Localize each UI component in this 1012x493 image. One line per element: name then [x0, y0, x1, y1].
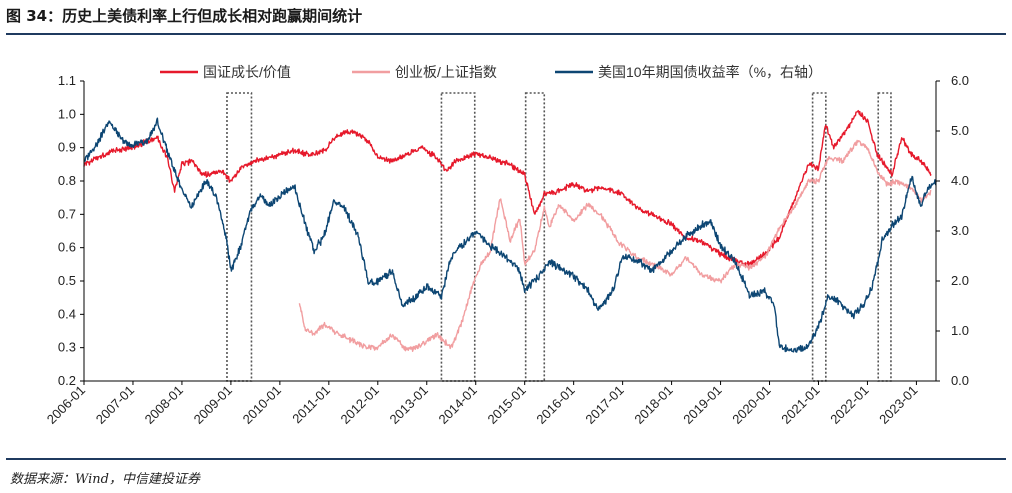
y-right-tick-label: 2.0: [951, 273, 969, 288]
x-tick-label: 2019-01: [680, 383, 724, 427]
y-left-tick-label: 0.5: [58, 273, 76, 288]
x-tick-label: 2008-01: [142, 383, 186, 427]
x-tick-label: 2006-01: [44, 383, 88, 427]
x-tick-label: 2010-01: [240, 383, 284, 427]
y-left-tick-label: 0.4: [58, 306, 76, 321]
highlight-period-box: [811, 92, 827, 382]
legend: 国证成长/价值 创业板/上证指数 美国10年期国债收益率（%，右轴）: [160, 64, 822, 80]
x-tick-label: 2007-01: [93, 383, 137, 427]
x-tick-label: 2023-01: [876, 383, 920, 427]
y-left-tick-label: 1.0: [58, 106, 76, 121]
y-right-tick-label: 1.0: [951, 323, 969, 338]
y-left-tick-label: 0.6: [58, 240, 76, 255]
bottom-divider: [6, 458, 1006, 460]
legend-label: 创业板/上证指数: [395, 64, 497, 80]
y-right-tick-label: 3.0: [951, 223, 969, 238]
y-left-tick-label: 0.7: [58, 206, 76, 221]
y-right-tick-label: 0.0: [951, 373, 969, 388]
series-line-1: [83, 109, 932, 267]
y-left-tick-label: 0.3: [58, 340, 76, 355]
x-tick-label: 2022-01: [827, 383, 871, 427]
y-left-tick-label: 0.9: [58, 140, 76, 155]
y-left-tick-label: 0.2: [58, 373, 76, 388]
y-right-tick-label: 5.0: [951, 123, 969, 138]
y-right-tick-label: 6.0: [951, 73, 969, 88]
legend-label: 国证成长/价值: [203, 64, 291, 80]
source-note: 数据来源：Wind，中信建投证券: [10, 472, 200, 487]
y-left-tick-label: 0.8: [58, 173, 76, 188]
x-tick-label: 2015-01: [484, 383, 528, 427]
x-tick-label: 2016-01: [533, 383, 577, 427]
chart-title: 图 34：历史上美债利率上行但成长相对跑赢期间统计: [6, 7, 363, 25]
highlight-period-box: [524, 92, 546, 382]
series-line-2: [298, 139, 932, 352]
y-right-tick-label: 4.0: [951, 173, 969, 188]
highlight-periods: [226, 92, 892, 382]
x-tick-label: 2013-01: [387, 383, 431, 427]
x-tick-label: 2017-01: [582, 383, 626, 427]
legend-label: 美国10年期国债收益率（%，右轴）: [598, 64, 822, 80]
y-left-tick-label: 1.1: [58, 73, 76, 88]
top-divider: [6, 33, 1006, 35]
x-tick-label: 2014-01: [435, 383, 479, 427]
x-tick-label: 2011-01: [289, 383, 333, 427]
x-tick-label: 2012-01: [338, 383, 382, 427]
x-tick-label: 2018-01: [631, 383, 675, 427]
axes: 0.2 0.3 0.4 0.5 0.6 0.7 0.8 0.9 1.0 1.1 0.0 1.0 2.0 3…: [44, 73, 969, 427]
x-tick-label: 2021-01: [778, 383, 822, 427]
series-lines: [83, 109, 937, 353]
highlight-period-box: [226, 92, 253, 382]
x-tick-label: 2020-01: [729, 383, 773, 427]
x-tick-label: 2009-01: [191, 383, 235, 427]
highlight-period-box: [877, 92, 892, 382]
series-line-3: [83, 117, 937, 353]
